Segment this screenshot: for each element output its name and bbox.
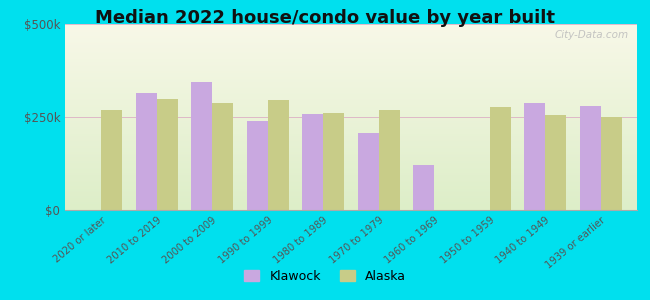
Bar <box>323 113 345 210</box>
Bar <box>136 93 157 210</box>
Bar <box>246 122 268 210</box>
Bar <box>601 117 622 210</box>
Bar <box>525 103 545 210</box>
Bar <box>191 82 212 210</box>
Text: City-Data.com: City-Data.com <box>554 30 629 40</box>
Bar <box>580 106 601 210</box>
Bar <box>268 100 289 210</box>
Bar <box>302 114 323 210</box>
Bar <box>379 110 400 210</box>
Bar <box>157 99 177 210</box>
Bar <box>413 165 434 210</box>
Bar <box>545 115 566 210</box>
Bar <box>490 106 511 210</box>
Legend: Klawock, Alaska: Klawock, Alaska <box>239 265 411 288</box>
Bar <box>358 133 379 210</box>
Bar <box>101 110 122 210</box>
Text: Median 2022 house/condo value by year built: Median 2022 house/condo value by year bu… <box>95 9 555 27</box>
Bar <box>212 103 233 210</box>
